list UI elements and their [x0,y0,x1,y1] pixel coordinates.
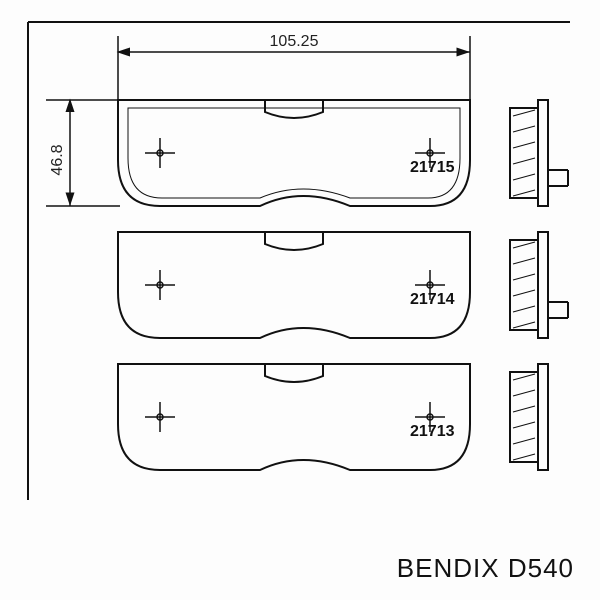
drawing-stage: { "drawing": { "type": "engineering-outl… [0,0,600,600]
side-profile [510,100,568,470]
drawing-svg: 105.25 46.8 21715 [0,0,600,600]
dim-width-label: 105.25 [270,33,319,50]
pad-2-hole-left [145,270,175,300]
pad-1-notch [265,100,323,118]
side-profile-3 [510,364,548,470]
pad-1-hole-left [145,138,175,168]
pad-2-partno: 21714 [410,291,455,308]
pad-3-partno: 21713 [410,423,455,440]
side-profile-1 [510,100,568,206]
pad-3: 21713 [118,364,470,470]
pad-1-partno: 21715 [410,159,455,176]
side-profile-2 [510,232,568,338]
pad-2-notch [265,232,323,250]
dim-height-label: 46.8 [49,144,66,175]
pad-1: 21715 [118,100,470,206]
pad-1-scribe [128,108,460,198]
pad-2: 21714 [118,232,470,338]
pad-3-hole-left [145,402,175,432]
brand-block: BENDIX D540 [397,553,574,584]
brand-name: BENDIX [397,553,500,583]
brand-partno: D540 [508,553,574,583]
pad-3-notch [265,364,323,382]
